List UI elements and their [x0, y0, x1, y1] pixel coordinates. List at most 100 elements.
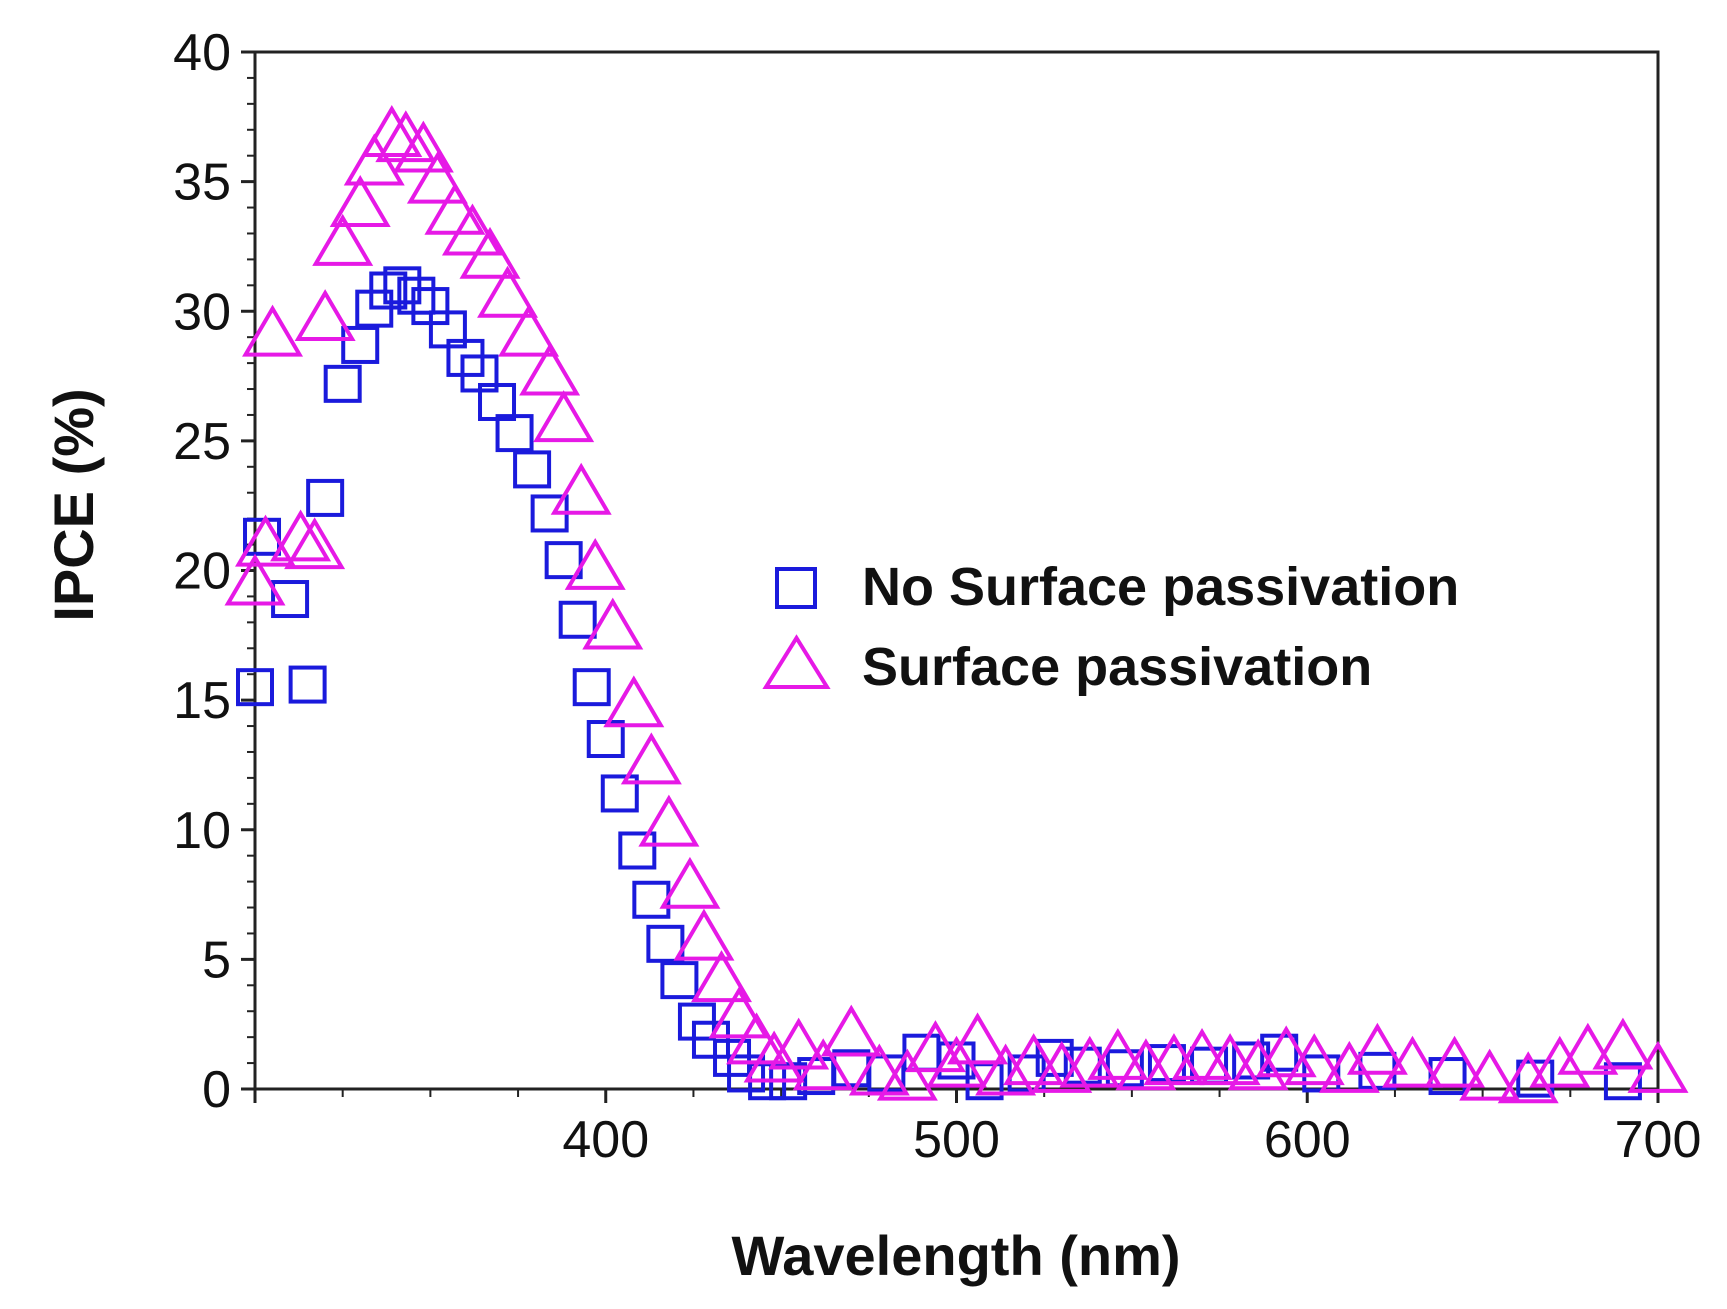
data-point-triangle	[820, 1004, 882, 1057]
x-axis-ticks: 400 500 600 700	[253, 1089, 1702, 1169]
data-point-square	[369, 271, 408, 310]
data-point-triangle	[876, 1048, 938, 1101]
data-point-square	[618, 831, 657, 870]
data-point-triangle	[533, 390, 595, 443]
data-point-triangle	[392, 120, 454, 173]
data-point-square	[397, 276, 436, 315]
data-point-triangle	[1059, 1035, 1121, 1088]
legend-label-no-passivation: No Surface passivation	[862, 557, 1459, 617]
x-tick-label: 500	[913, 1111, 1000, 1169]
data-point-square	[646, 924, 685, 963]
data-point-triangle	[1529, 1035, 1591, 1088]
data-point-square	[513, 450, 552, 489]
data-point-triangle	[550, 462, 612, 515]
data-point-triangle	[975, 1043, 1037, 1096]
data-point-triangle	[904, 1020, 966, 1073]
data-point-triangle	[603, 675, 665, 728]
data-point-triangle	[242, 304, 304, 357]
data-point-triangle	[708, 986, 770, 1039]
data-point-square	[600, 774, 639, 813]
y-tick-label: 40	[173, 24, 231, 82]
data-point-triangle	[361, 105, 423, 157]
data-point-triangle	[659, 856, 721, 909]
data-point-square	[544, 541, 583, 580]
data-point-square	[660, 961, 699, 1000]
data-point-triangle	[1171, 1027, 1233, 1080]
x-tick-label: 700	[1615, 1111, 1702, 1169]
series-layer	[224, 105, 1689, 1104]
data-point-triangle	[673, 908, 735, 961]
data-point-square	[632, 880, 671, 919]
data-point-triangle	[620, 732, 682, 785]
data-point-square	[243, 517, 282, 556]
data-point-triangle	[441, 203, 503, 256]
data-point-square	[323, 364, 362, 403]
data-point-triangle	[1227, 1038, 1289, 1091]
data-point-triangle	[1318, 1040, 1380, 1093]
data-point-square	[727, 1054, 766, 1093]
data-point-triangle	[582, 597, 644, 650]
data-point-square	[383, 266, 422, 305]
data-point-triangle	[375, 110, 437, 163]
data-point-triangle	[1459, 1048, 1521, 1101]
data-point-square	[572, 668, 611, 707]
data-point-triangle	[235, 514, 297, 567]
y-axis-title: IPCE (%)	[42, 388, 105, 621]
data-point-triangle	[1255, 1025, 1317, 1078]
data-point-square	[1603, 1062, 1642, 1101]
data-point-triangle	[406, 151, 468, 204]
y-tick-label: 35	[173, 154, 231, 212]
y-tick-label: 5	[202, 931, 231, 989]
data-point-triangle	[947, 1012, 1009, 1065]
data-point-triangle	[294, 289, 356, 342]
data-point-triangle	[424, 182, 486, 235]
y-tick-label: 0	[202, 1061, 231, 1119]
data-point-triangle	[1424, 1035, 1486, 1088]
data-point-triangle	[498, 304, 560, 357]
data-point-triangle	[329, 175, 391, 227]
data-point-triangle	[224, 553, 286, 606]
data-point-square	[271, 580, 310, 619]
x-axis-title: Wavelength (nm)	[731, 1224, 1180, 1287]
data-point-triangle	[792, 1038, 854, 1091]
data-point-triangle	[1346, 1022, 1408, 1075]
y-tick-label: 25	[173, 413, 231, 471]
data-point-square	[306, 478, 345, 517]
data-point-square	[1428, 1057, 1467, 1096]
plot-frame	[253, 50, 1660, 1091]
x-tick-label: 600	[1264, 1111, 1351, 1169]
data-point-triangle	[1199, 1033, 1261, 1086]
data-point-triangle	[768, 1017, 830, 1070]
data-point-square	[288, 665, 327, 704]
data-point-triangle	[1592, 1017, 1654, 1070]
y-axis-ticks: 0 5 10 15 20 25 30 35 40	[173, 24, 255, 1119]
data-point-triangle	[743, 1030, 805, 1083]
data-point-square	[495, 414, 534, 453]
data-point-triangle	[284, 517, 346, 570]
data-point-triangle	[848, 1043, 910, 1096]
data-point-triangle	[312, 213, 374, 266]
data-point-square	[1516, 1059, 1555, 1098]
data-point-square	[586, 720, 625, 759]
data-point-triangle	[691, 950, 752, 1003]
legend: No Surface passivation Surface passivati…	[762, 557, 1459, 697]
data-point-triangle	[519, 343, 581, 396]
data-point-triangle	[1557, 1022, 1619, 1075]
data-point-square	[558, 600, 597, 639]
data-point-triangle	[1497, 1051, 1559, 1104]
y-tick-label: 10	[173, 802, 231, 860]
data-point-triangle	[1381, 1035, 1443, 1088]
data-point-triangle	[1087, 1027, 1149, 1080]
series-triangle	[224, 105, 1689, 1104]
data-point-triangle	[270, 509, 332, 562]
y-tick-label: 15	[173, 672, 231, 730]
legend-label-passivation: Surface passivation	[862, 637, 1372, 697]
legend-marker-square	[775, 567, 817, 609]
legend-marker-triangle	[762, 634, 831, 689]
data-point-triangle	[638, 794, 700, 847]
data-point-triangle	[1283, 1033, 1345, 1086]
y-tick-label: 30	[173, 283, 231, 341]
data-point-triangle	[1627, 1040, 1689, 1093]
y-tick-label: 20	[173, 543, 231, 601]
